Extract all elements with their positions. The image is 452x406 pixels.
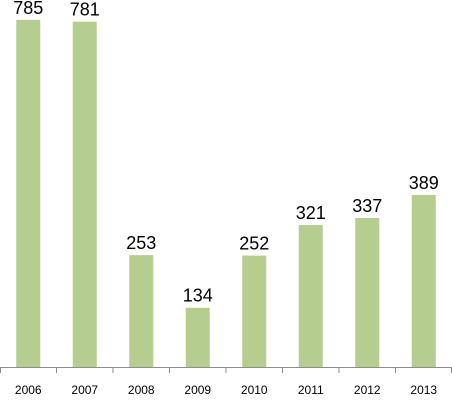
x-tick-label-2009: 2009: [184, 383, 211, 397]
data-label-2009: 134: [183, 286, 213, 306]
bar-2013: [411, 194, 436, 367]
x-tick-label-2012: 2012: [354, 383, 381, 397]
data-label-2011: 321: [296, 203, 326, 223]
x-tick-label-2008: 2008: [128, 383, 155, 397]
x-axis-tick-labels-group: 2006 2007 2008 2009 2010 2011 2012 2013: [15, 383, 438, 397]
data-label-2006: 785: [13, 0, 43, 18]
bar-2010: [242, 255, 267, 367]
x-tick-label-2011: 2011: [298, 383, 324, 397]
data-label-2013: 389: [409, 173, 439, 193]
bar-2012: [355, 217, 380, 367]
x-tick-label-2006: 2006: [15, 383, 42, 397]
data-label-2007: 781: [70, 0, 100, 20]
data-label-2010: 252: [239, 234, 269, 254]
bar-2007: [72, 21, 97, 368]
data-label-2008: 253: [126, 233, 156, 253]
data-label-2012: 337: [352, 196, 382, 216]
value-labels-group: 785 781 253 134 252 321 337 389: [13, 0, 439, 306]
bar-2009: [185, 307, 210, 367]
bar-2006: [16, 19, 41, 368]
x-tick-label-2007: 2007: [71, 383, 98, 397]
bars-group: [16, 19, 436, 368]
x-tick-label-2010: 2010: [241, 383, 268, 397]
bar-2008: [129, 255, 154, 367]
x-tick-label-2013: 2013: [410, 383, 437, 397]
bar-2011: [298, 225, 323, 367]
